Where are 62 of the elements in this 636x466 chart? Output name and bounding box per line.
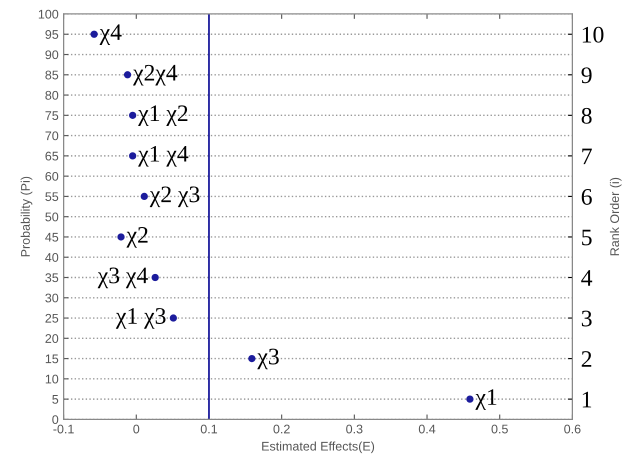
point (124, 71, 132, 78)
annotation: χ1 χ4 (138, 146, 188, 167)
point (117, 233, 125, 241)
y-tick-label: 65 (45, 152, 58, 161)
y2-tick-label: 1 (582, 392, 592, 408)
x-tick-label: 0.4 (418, 424, 436, 434)
point (129, 112, 136, 119)
y2-tick-label: 2 (582, 351, 592, 367)
point (140, 192, 148, 200)
y2-tick-label: 4 (581, 270, 592, 286)
x-tick-label: 0.3 (346, 424, 362, 434)
y2-tick-label: 3 (582, 310, 592, 326)
y2-tick-label: 7 (582, 148, 592, 164)
annotation: χ2χ4 (133, 64, 178, 86)
annotation: χ2 χ3 (150, 186, 200, 208)
y-tick-label: 30 (45, 294, 58, 302)
y-tick-label: 90 (45, 50, 58, 60)
annotation: χ4 (100, 24, 122, 45)
y-tick-label: 80 (45, 90, 58, 100)
y-tick-label: 95 (45, 30, 58, 39)
y-tick-label: 70 (45, 131, 58, 140)
annotation: χ3 χ4 (98, 268, 148, 288)
x-tick-label: 0.6 (564, 424, 581, 434)
y-tick-label: 100 (38, 10, 58, 19)
y-tick-label: 20 (45, 334, 58, 343)
point (90, 30, 98, 38)
x-axis-title: Estimated Effects(E) (262, 441, 374, 454)
point (170, 314, 177, 322)
y-tick-label: 15 (46, 354, 58, 364)
point (466, 395, 474, 403)
y-tick-label: 10 (46, 374, 58, 384)
x-tick-label: -0.1 (53, 424, 74, 434)
y-tick-label: 25 (45, 314, 58, 323)
y-tick-label: 55 (45, 192, 58, 202)
y2-tick-label: 6 (582, 188, 592, 205)
y2-tick-label: 8 (582, 108, 592, 124)
y-tick-label: 5 (52, 395, 58, 404)
x-tick-label: 0 (133, 424, 140, 434)
point (129, 152, 136, 160)
y-tick-label: 85 (45, 70, 58, 80)
y-axis-title: Probability (Pi) (20, 176, 32, 256)
y-tick-label: 60 (45, 172, 58, 181)
x-tick-label: 0.1 (200, 424, 218, 434)
y2-axis-title: Rank Order (i) (610, 178, 622, 256)
point (248, 354, 256, 362)
x-tick-label: 0.5 (492, 424, 508, 434)
y2-tick-label: 10 (582, 26, 604, 43)
x-tick-label: 0.2 (273, 424, 290, 434)
y-tick-label: 75 (45, 111, 58, 120)
y2-tick-label: 9 (581, 67, 592, 84)
annotation: χ1 χ2 (138, 105, 188, 126)
annotation: χ3 (257, 348, 279, 370)
annotation: χ1 χ3 (116, 308, 166, 329)
y-tick-label: 40 (45, 253, 58, 262)
y-tick-label: 45 (45, 232, 58, 242)
y2-tick-label: 5 (582, 230, 592, 246)
y-tick-label: 35 (45, 273, 58, 282)
point (152, 274, 159, 282)
y-tick-label: 0 (52, 415, 58, 424)
y-tick-label: 50 (45, 212, 58, 222)
annotation: χ2 (126, 227, 148, 248)
annotation: χ1 (475, 389, 496, 410)
